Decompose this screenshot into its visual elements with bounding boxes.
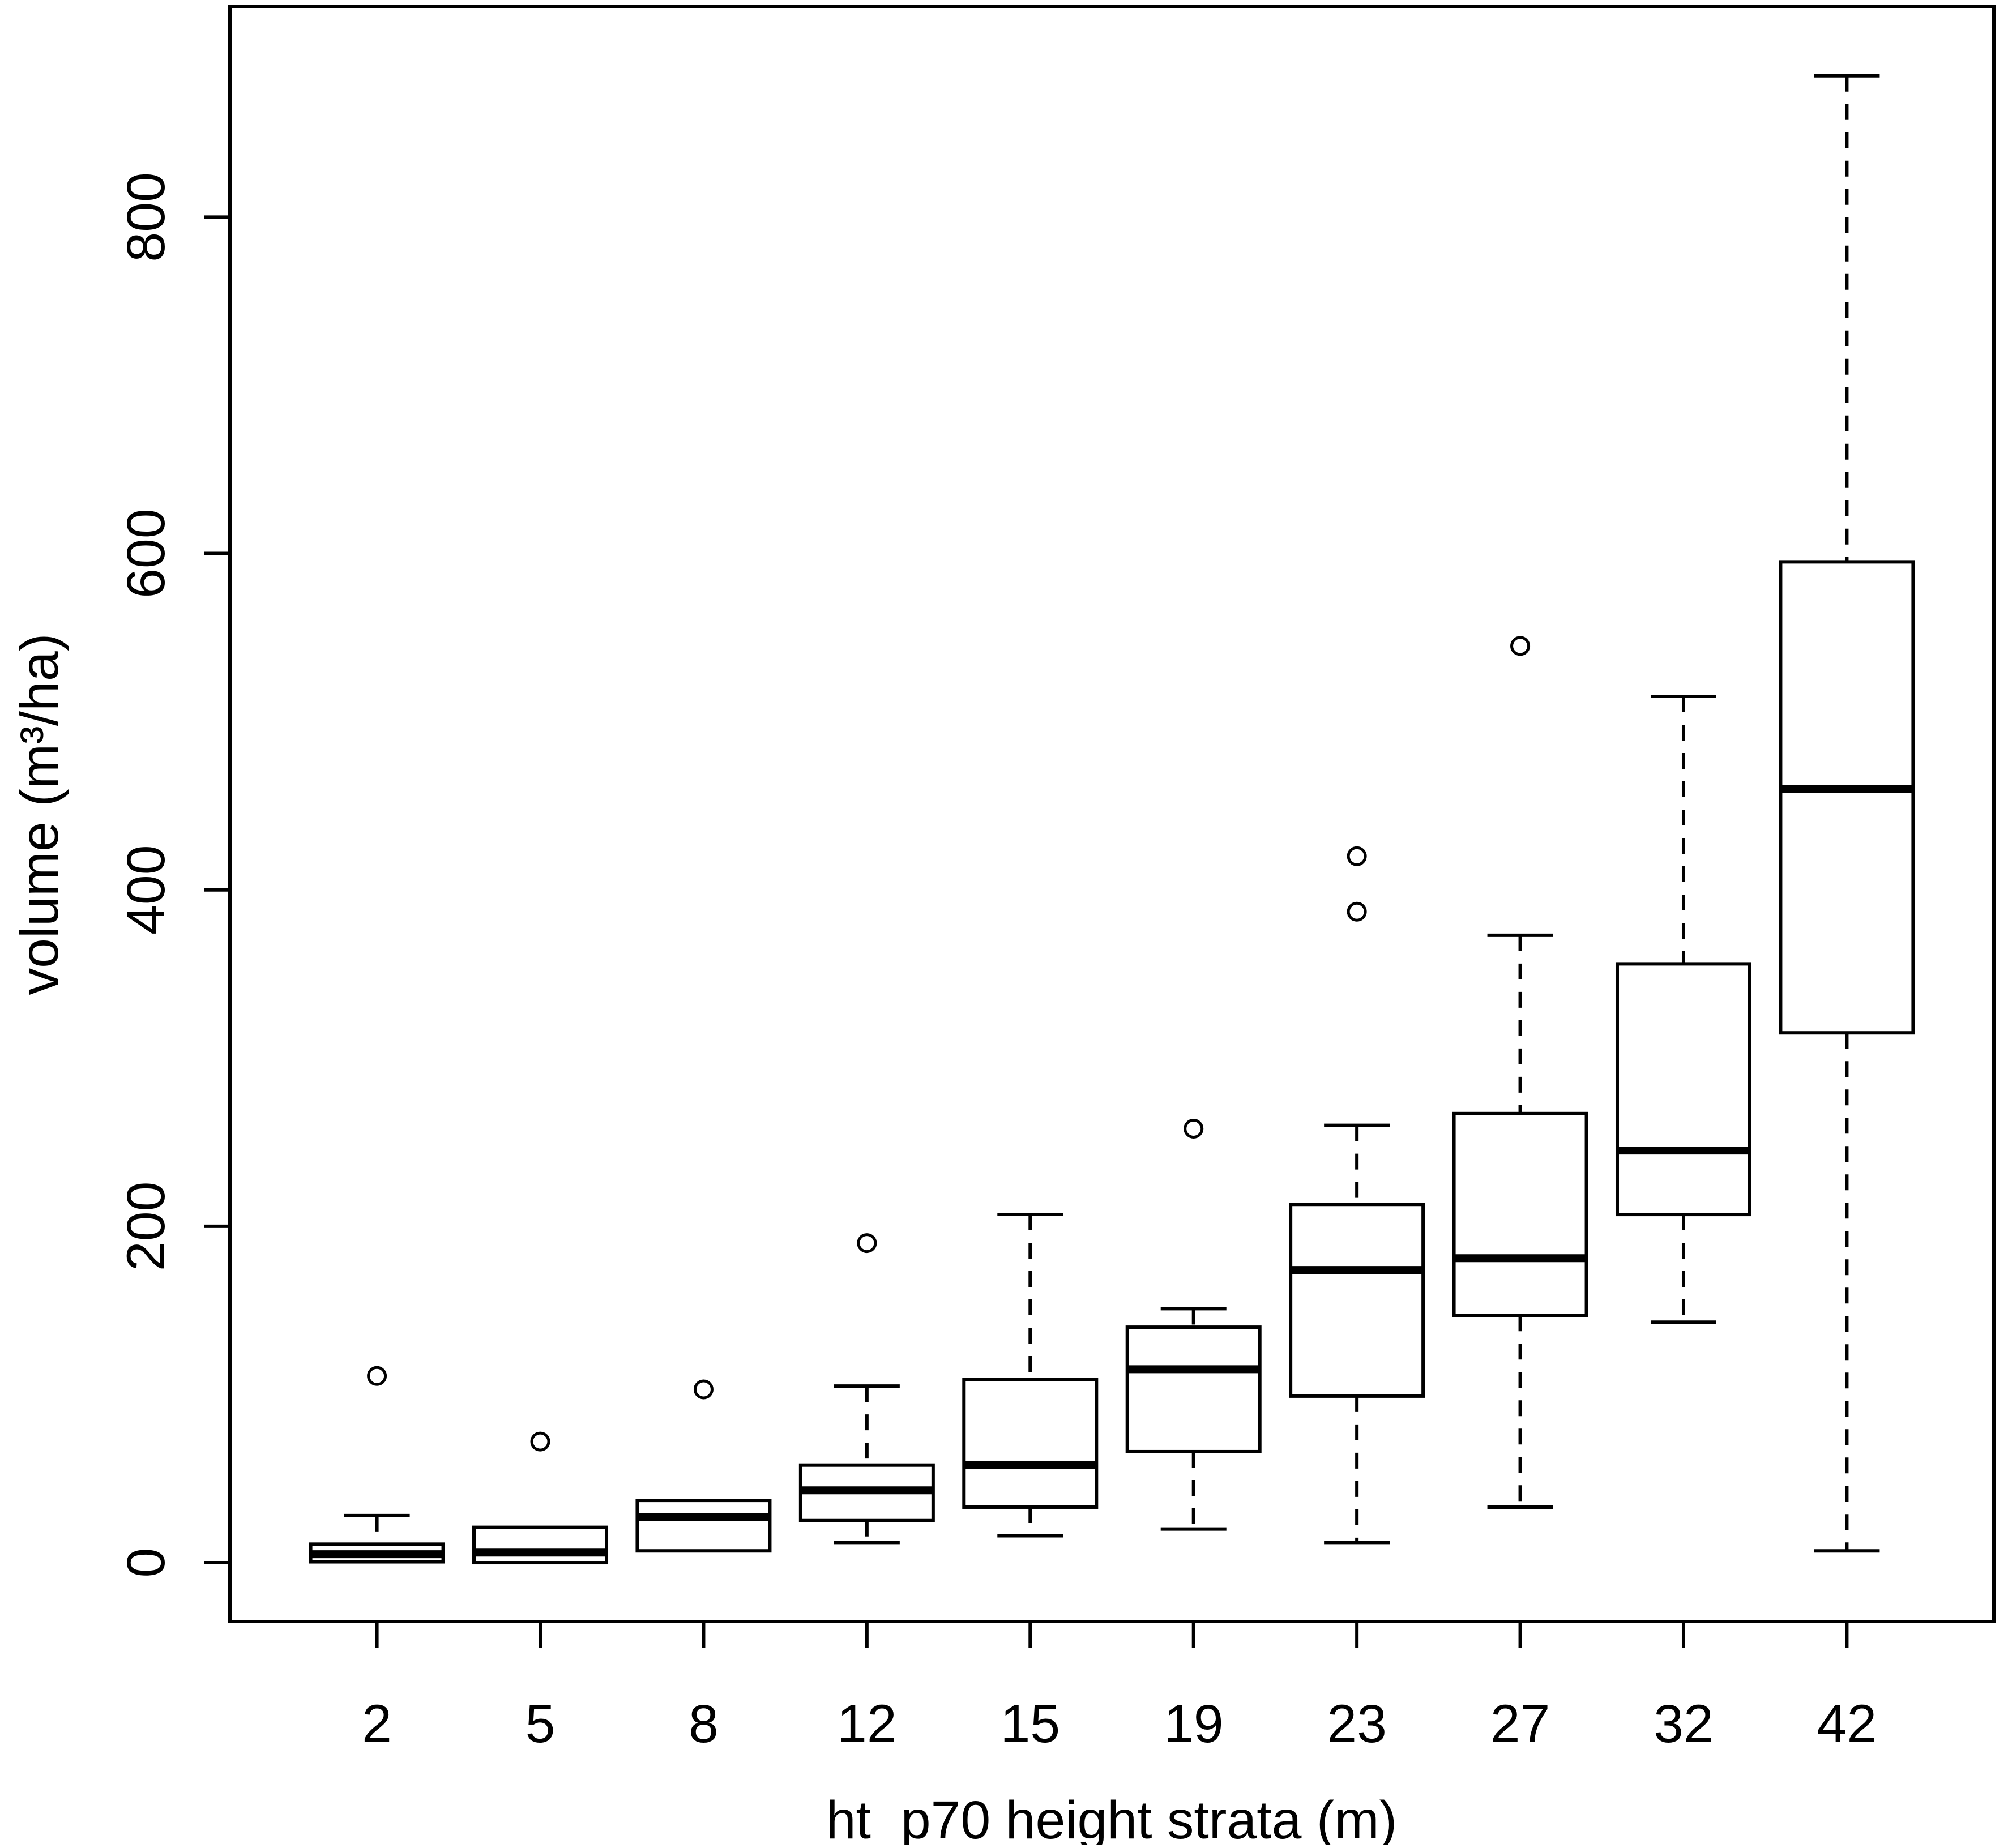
- x-tick-label: 12: [837, 1694, 897, 1754]
- outlier-point: [857, 1233, 877, 1254]
- box-iqr: [962, 1378, 1099, 1509]
- outlier-point: [1510, 636, 1531, 656]
- outlier-point: [693, 1379, 714, 1400]
- outlier-point: [1184, 1119, 1204, 1139]
- x-tick-label: 19: [1164, 1694, 1224, 1754]
- outlier-point: [1347, 846, 1367, 866]
- x-tick-label: 42: [1817, 1694, 1877, 1754]
- y-axis-title: volume (m³/ha): [10, 634, 70, 995]
- outlier-point: [530, 1431, 550, 1452]
- plot-marks: 0 200 400 600 800 2 5 8 12 15 19 23 27 32 42: [116, 5, 1996, 1754]
- x-tick-label: 8: [689, 1694, 719, 1754]
- x-tick-label: 32: [1654, 1694, 1714, 1754]
- x-tick-label: 23: [1327, 1694, 1387, 1754]
- box-iqr: [1125, 1325, 1262, 1453]
- box-iqr: [1615, 962, 1751, 1217]
- box-iqr: [472, 1525, 609, 1565]
- y-tick-label: 600: [116, 508, 176, 598]
- y-tick-label: 400: [116, 845, 176, 935]
- box-iqr: [1779, 560, 1915, 1035]
- x-tick-label: 5: [526, 1694, 556, 1754]
- x-tick-label: 27: [1490, 1694, 1550, 1754]
- y-tick-label: 800: [116, 172, 176, 262]
- box-iqr: [1452, 1111, 1588, 1317]
- plot-frame: [228, 5, 1996, 1623]
- x-tick-label: 15: [1000, 1694, 1060, 1754]
- y-tick-label: 0: [116, 1548, 176, 1578]
- y-tick-label: 200: [116, 1182, 176, 1272]
- x-tick-label: 2: [362, 1694, 392, 1754]
- box-iqr: [635, 1499, 772, 1553]
- outlier-point: [1347, 901, 1367, 922]
- box-iqr: [1289, 1203, 1425, 1398]
- x-axis-title: ht_p70 height strata (m): [826, 1790, 1398, 1845]
- outlier-point: [367, 1366, 387, 1386]
